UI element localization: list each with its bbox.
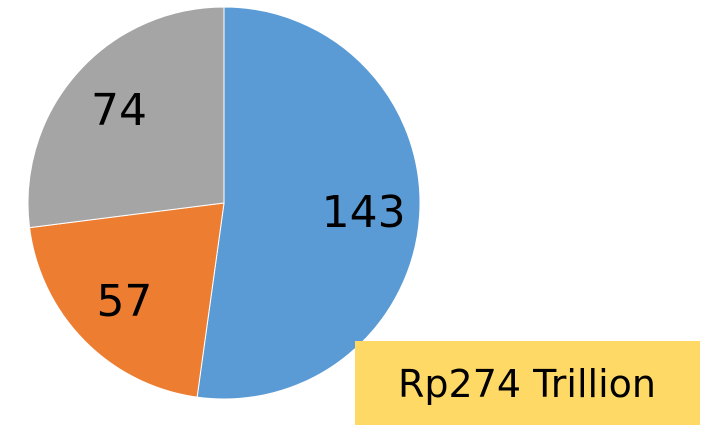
pie-slice: [28, 202, 225, 398]
data-label: 74: [91, 85, 147, 136]
data-label: 143: [322, 187, 406, 238]
annotation-box: [355, 341, 700, 425]
pie-slice: [196, 6, 421, 400]
annotation: Rp274 Trillion: [398, 362, 656, 406]
data-label: 57: [96, 276, 152, 327]
pie-slice: [27, 6, 225, 229]
